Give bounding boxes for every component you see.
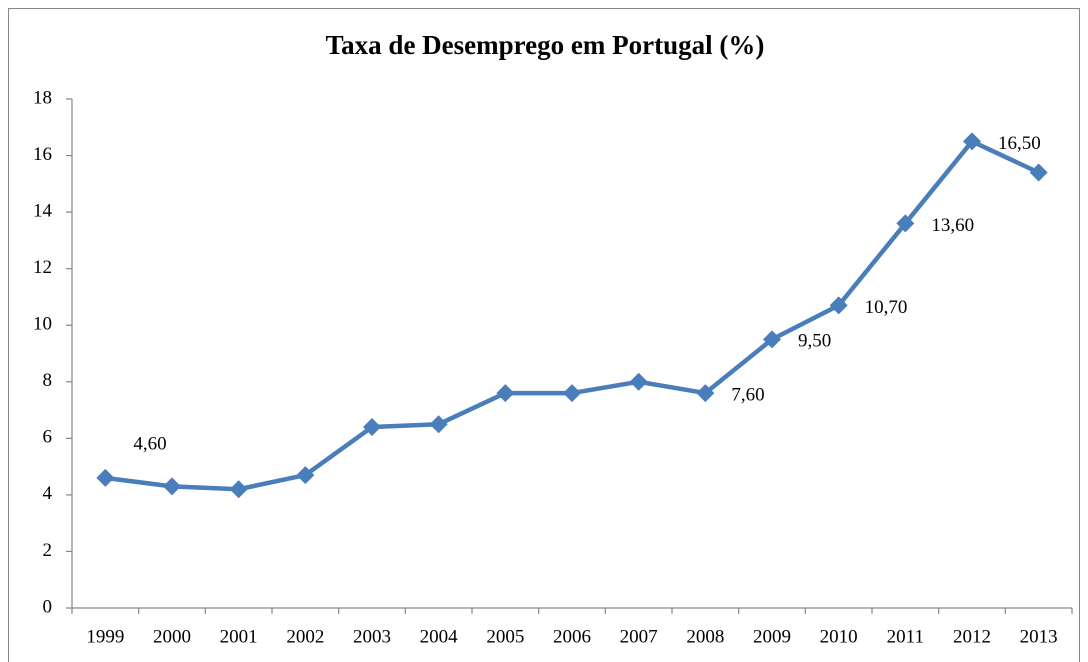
- point-marker: [429, 415, 448, 434]
- y-tick-label: 4: [43, 483, 53, 504]
- y-tick-label: 2: [43, 540, 53, 561]
- chart-frame: [8, 8, 1080, 662]
- x-tick-label: 2002: [286, 626, 324, 647]
- point-marker: [563, 384, 581, 403]
- x-tick-label: 2005: [486, 626, 524, 647]
- point-marker: [96, 468, 115, 487]
- y-tick-label: 12: [33, 257, 52, 278]
- point-marker: [496, 384, 515, 403]
- y-tick-label: 6: [43, 427, 53, 448]
- x-tick-label: 2013: [1020, 626, 1058, 647]
- point-marker: [829, 296, 848, 315]
- data-label: 4,60: [133, 433, 166, 454]
- x-tick-label: 2009: [753, 626, 791, 647]
- data-label: 7,60: [731, 384, 764, 405]
- y-tick-label: 10: [33, 314, 52, 335]
- data-label: 13,60: [931, 215, 974, 236]
- point-marker: [629, 372, 648, 391]
- y-tick-label: 16: [33, 144, 52, 165]
- x-tick-label: 1999: [86, 626, 124, 647]
- y-tick-label: 14: [33, 200, 53, 221]
- x-tick-label: 2000: [153, 626, 191, 647]
- point-marker: [896, 214, 915, 233]
- chart-title: Taxa de Desemprego em Portugal (%): [326, 30, 765, 60]
- x-tick-label: 2004: [420, 626, 459, 647]
- x-tick-label: 2003: [353, 626, 391, 647]
- x-tick-label: 2008: [686, 626, 724, 647]
- x-tick-label: 2010: [820, 626, 858, 647]
- y-tick-label: 18: [33, 87, 52, 108]
- x-tick-label: 2007: [620, 626, 658, 647]
- point-marker: [1029, 163, 1048, 182]
- data-label: 10,70: [865, 297, 908, 318]
- x-tick-label: 2011: [887, 626, 924, 647]
- x-tick-label: 2006: [553, 626, 591, 647]
- point-marker: [363, 418, 381, 437]
- y-tick-label: 8: [43, 370, 53, 391]
- x-tick-label: 2012: [953, 626, 991, 647]
- point-marker: [696, 384, 715, 403]
- point-marker: [963, 132, 981, 151]
- data-label: 9,50: [798, 331, 831, 352]
- point-marker: [229, 480, 248, 499]
- point-marker: [763, 330, 781, 349]
- y-tick-label: 0: [43, 596, 53, 617]
- data-label: 16,50: [998, 133, 1041, 154]
- x-tick-label: 2001: [220, 626, 258, 647]
- point-marker: [296, 466, 315, 485]
- point-marker: [163, 477, 181, 496]
